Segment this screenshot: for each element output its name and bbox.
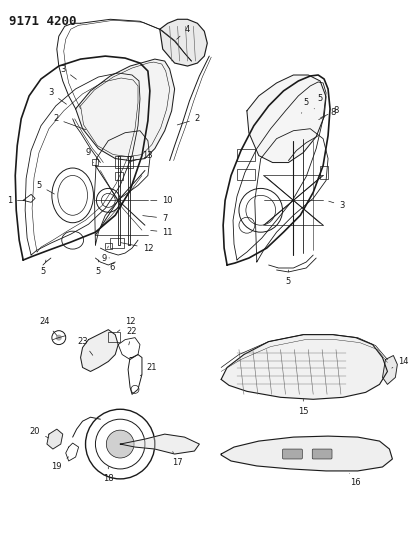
Text: 5: 5 (286, 270, 291, 286)
Text: 15: 15 (298, 399, 309, 416)
Text: 9171 4200: 9171 4200 (9, 15, 77, 28)
Circle shape (56, 335, 62, 341)
Polygon shape (221, 436, 393, 471)
FancyBboxPatch shape (312, 449, 332, 459)
Text: 4: 4 (177, 25, 190, 39)
Polygon shape (120, 434, 199, 454)
Text: 22: 22 (127, 327, 137, 345)
Text: 9: 9 (102, 246, 108, 263)
Text: 5: 5 (40, 260, 46, 277)
Text: 20: 20 (30, 426, 48, 438)
Text: 11: 11 (151, 228, 173, 237)
Polygon shape (247, 75, 326, 163)
Text: 12: 12 (121, 243, 153, 253)
Text: 8: 8 (319, 108, 336, 119)
Bar (115, 156, 133, 167)
Text: 21: 21 (140, 363, 157, 376)
Text: 14: 14 (392, 357, 409, 368)
Polygon shape (76, 59, 175, 160)
Text: 3: 3 (329, 201, 344, 210)
Text: 3: 3 (48, 88, 67, 104)
Text: 17: 17 (172, 451, 183, 467)
Text: 13: 13 (131, 151, 153, 161)
Circle shape (106, 430, 134, 458)
Text: 8: 8 (321, 106, 339, 118)
Bar (105, 243, 112, 249)
Text: 24: 24 (40, 317, 57, 336)
Polygon shape (160, 19, 207, 66)
Bar (108, 332, 120, 342)
Text: 6: 6 (109, 258, 115, 272)
Text: 5: 5 (314, 94, 323, 109)
Text: 19: 19 (51, 457, 69, 472)
Bar (115, 173, 123, 181)
Bar (237, 149, 255, 160)
Text: 18: 18 (103, 467, 113, 483)
Polygon shape (47, 429, 63, 449)
Text: 10: 10 (151, 196, 173, 205)
Text: 3: 3 (60, 64, 76, 79)
Polygon shape (383, 356, 397, 384)
Text: 5: 5 (302, 99, 309, 114)
Text: 23: 23 (77, 337, 93, 356)
FancyBboxPatch shape (282, 449, 302, 459)
Polygon shape (81, 330, 118, 372)
Bar (237, 168, 255, 181)
Text: 2: 2 (177, 114, 200, 125)
Text: 7: 7 (143, 214, 167, 223)
Text: 9: 9 (86, 148, 93, 163)
Bar (320, 166, 328, 180)
Bar (110, 238, 124, 248)
Text: 12: 12 (118, 317, 135, 332)
Text: 5: 5 (96, 260, 101, 277)
Text: 1: 1 (7, 196, 24, 205)
Bar (92, 158, 98, 165)
Text: 5: 5 (37, 181, 54, 194)
Text: 16: 16 (349, 473, 361, 487)
Text: 2: 2 (53, 114, 86, 130)
Polygon shape (221, 335, 388, 399)
